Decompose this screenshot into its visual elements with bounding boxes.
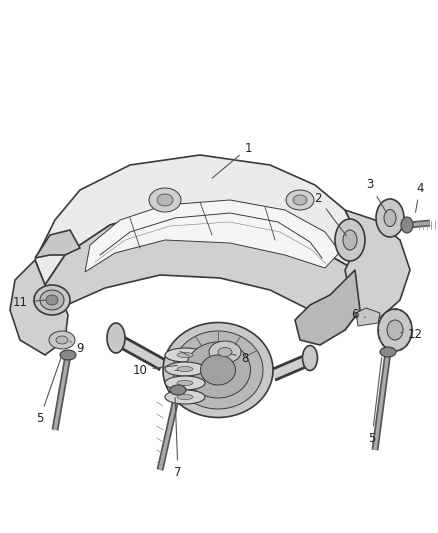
Ellipse shape	[173, 331, 263, 409]
Ellipse shape	[177, 367, 193, 372]
Ellipse shape	[170, 385, 186, 395]
Ellipse shape	[218, 348, 232, 357]
Ellipse shape	[165, 390, 205, 404]
Text: 8: 8	[231, 351, 249, 365]
Ellipse shape	[343, 230, 357, 250]
Text: 6: 6	[351, 309, 365, 321]
Text: 12: 12	[401, 328, 423, 342]
Ellipse shape	[34, 285, 70, 315]
Ellipse shape	[107, 323, 125, 353]
Ellipse shape	[149, 188, 181, 212]
Ellipse shape	[163, 322, 273, 417]
Ellipse shape	[293, 195, 307, 205]
Ellipse shape	[401, 217, 413, 233]
Ellipse shape	[165, 348, 205, 362]
Text: 3: 3	[366, 179, 387, 213]
Ellipse shape	[387, 320, 403, 340]
Ellipse shape	[376, 199, 404, 237]
Ellipse shape	[335, 219, 365, 261]
Text: 5: 5	[36, 358, 61, 424]
Text: 9: 9	[71, 342, 84, 354]
Ellipse shape	[378, 309, 412, 351]
Polygon shape	[35, 155, 360, 285]
Text: 1: 1	[212, 141, 252, 178]
Ellipse shape	[49, 331, 75, 349]
Text: 5: 5	[368, 358, 381, 445]
Ellipse shape	[56, 336, 68, 344]
Ellipse shape	[209, 341, 241, 363]
Polygon shape	[345, 210, 410, 318]
Ellipse shape	[46, 295, 58, 305]
Ellipse shape	[157, 194, 173, 206]
Ellipse shape	[186, 342, 251, 398]
Ellipse shape	[165, 376, 205, 390]
Text: 4: 4	[416, 182, 424, 212]
Text: 10: 10	[133, 364, 177, 376]
Polygon shape	[295, 270, 360, 345]
Ellipse shape	[201, 355, 236, 385]
Ellipse shape	[303, 345, 318, 370]
Ellipse shape	[177, 352, 193, 358]
Polygon shape	[40, 210, 360, 330]
Polygon shape	[10, 260, 68, 355]
Ellipse shape	[177, 381, 193, 385]
Ellipse shape	[177, 394, 193, 400]
Ellipse shape	[165, 362, 205, 376]
Polygon shape	[356, 308, 380, 326]
Ellipse shape	[286, 190, 314, 210]
Ellipse shape	[60, 350, 76, 360]
Text: 11: 11	[13, 295, 45, 309]
Text: 7: 7	[174, 398, 182, 479]
Polygon shape	[85, 200, 340, 272]
Text: 2: 2	[314, 191, 346, 236]
Ellipse shape	[384, 209, 396, 227]
Ellipse shape	[380, 347, 396, 357]
Ellipse shape	[40, 290, 64, 310]
Polygon shape	[35, 230, 80, 258]
